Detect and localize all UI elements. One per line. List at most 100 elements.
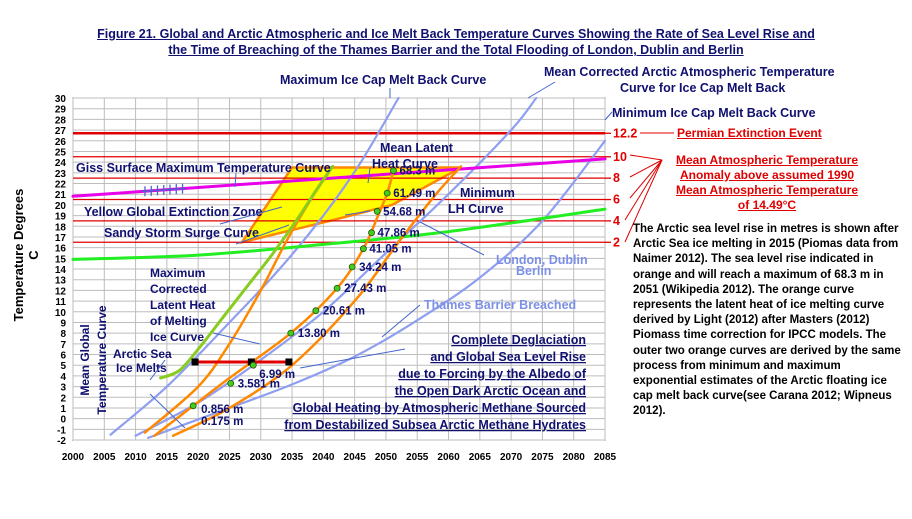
arctic-sea-ice-melts-curve bbox=[159, 164, 335, 380]
mean-global-temp-curve bbox=[71, 207, 607, 261]
annotation-leader-7 bbox=[149, 359, 166, 381]
annotation-26: the Open Dark Arctic Ocean and bbox=[395, 384, 586, 398]
annotation-15: Corrected bbox=[150, 282, 207, 296]
sea-level-label-2: 3.581 m bbox=[238, 378, 280, 390]
y-tick-6: 6 bbox=[60, 351, 66, 362]
annotation-7: Minimum bbox=[460, 186, 515, 200]
y-tick-2: 2 bbox=[60, 393, 66, 404]
sea-level-label-7: 34.24 m bbox=[359, 262, 401, 274]
y-tick-27: 27 bbox=[55, 126, 67, 137]
sea-level-label-3: 6.99 m bbox=[259, 369, 295, 381]
y-tick-30: 30 bbox=[55, 94, 67, 105]
leader-4 bbox=[624, 159, 663, 221]
annotation-leader-1 bbox=[527, 81, 556, 99]
y-tick-3: 3 bbox=[60, 383, 66, 394]
sea-level-point-7 bbox=[348, 263, 356, 271]
sea-level-point-3 bbox=[249, 361, 257, 369]
annotation-20: Temperature Curve bbox=[95, 305, 109, 414]
sea-level-points: 0.856 m0.175 m 3.581 m6.99 m 13.80 m 20.61 … bbox=[189, 166, 435, 428]
y-tick-19: 19 bbox=[55, 212, 67, 223]
x-tick-2035: 2035 bbox=[281, 452, 304, 463]
leader-2 bbox=[629, 159, 663, 178]
y-tick-29: 29 bbox=[55, 105, 67, 116]
annotation-13: Thames Barrier Breached bbox=[424, 298, 576, 312]
y-tick-4: 4 bbox=[60, 372, 66, 383]
sea-level-point-4 bbox=[287, 329, 295, 337]
y-tick-10: 10 bbox=[55, 308, 67, 319]
sea-level-label-0: 0.856 m bbox=[201, 404, 243, 416]
y-tick-24: 24 bbox=[55, 158, 67, 169]
curves bbox=[71, 96, 607, 439]
mean-corrected-arctic-curve bbox=[134, 96, 538, 437]
annotation-21: Arctic Sea bbox=[113, 347, 172, 361]
giss-curve bbox=[71, 157, 607, 198]
y-tick-7: 7 bbox=[60, 340, 66, 351]
y-tick-16: 16 bbox=[55, 244, 67, 255]
annotation-24: and Global Sea Level Rise bbox=[430, 350, 586, 364]
y-tick-13: 13 bbox=[55, 276, 67, 287]
x-tick-2080: 2080 bbox=[563, 452, 586, 463]
sea-level-label-8: 41.05 m bbox=[369, 244, 411, 256]
y-tick-28: 28 bbox=[55, 115, 67, 126]
x-tick-2025: 2025 bbox=[218, 452, 241, 463]
annotation-leader-11 bbox=[235, 224, 290, 245]
anomaly-label-line-2: Anomaly above assumed 1990 bbox=[679, 168, 855, 182]
red-line-label-3: 6 bbox=[613, 193, 620, 207]
annotation-9: Yellow Global Extinction Zone bbox=[84, 205, 263, 219]
y-tick-25: 25 bbox=[55, 147, 67, 158]
sea-level-label-11: 61.49 m bbox=[393, 188, 435, 200]
annotation-23: Complete Deglaciation bbox=[451, 333, 586, 347]
annotation-leader-9 bbox=[299, 348, 406, 369]
annotation-leader-4 bbox=[419, 221, 485, 256]
red-line-label-0: 12.2 bbox=[613, 126, 637, 140]
sea-level-label-5: 20.61 m bbox=[323, 306, 365, 318]
y-tick-26: 26 bbox=[55, 137, 67, 148]
y-tick-18: 18 bbox=[55, 222, 67, 233]
x-tick-2060: 2060 bbox=[437, 452, 460, 463]
y-tick-1: 1 bbox=[60, 404, 66, 415]
y-tick-9: 9 bbox=[60, 318, 66, 329]
sea-level-label-9: 47.86 m bbox=[378, 228, 420, 240]
y-tick-21: 21 bbox=[55, 190, 67, 201]
anomaly-label-line-4: of 14.49°C bbox=[737, 198, 797, 212]
annotation-28: from Destabilized Subsea Arctic Methane … bbox=[284, 418, 586, 432]
sea-level-label-10: 54.68 m bbox=[383, 206, 425, 218]
x-tick-2075: 2075 bbox=[531, 452, 554, 463]
x-tick-2070: 2070 bbox=[500, 452, 523, 463]
x-tick-2065: 2065 bbox=[469, 452, 492, 463]
x-tick-2030: 2030 bbox=[250, 452, 273, 463]
y-tick-14: 14 bbox=[55, 265, 67, 276]
figure-title-line-2: the Time of Breaching of the Thames Barr… bbox=[168, 43, 744, 57]
red-line-label-2: 8 bbox=[613, 171, 620, 185]
sea-level-point-8 bbox=[360, 245, 367, 253]
red-segment-layer bbox=[191, 358, 293, 366]
annotation-11: London, Dublin bbox=[496, 253, 588, 267]
sea-level-point-11 bbox=[383, 189, 391, 197]
annotation-10: Sandy Storm Surge Curve bbox=[104, 226, 259, 240]
annotation-17: of Melting bbox=[150, 314, 207, 328]
y-tick--1: -1 bbox=[57, 425, 66, 436]
annotation-12: Berlin bbox=[516, 264, 551, 278]
sea-level-label-4: 13.80 m bbox=[298, 328, 340, 340]
annotation-8: LH Curve bbox=[448, 202, 504, 216]
annotation-2: Curve for Ice Cap Melt Back bbox=[620, 81, 785, 95]
grid bbox=[72, 97, 606, 441]
red-segment-marker-1 bbox=[247, 358, 255, 366]
annotation-leader-2 bbox=[604, 111, 613, 121]
y-tick-15: 15 bbox=[55, 254, 67, 265]
y-tick-5: 5 bbox=[60, 361, 66, 372]
annotations: Maximum Ice Cap Melt Back Curve Mean Corr… bbox=[76, 65, 835, 432]
sea-level-point-0 bbox=[189, 402, 197, 410]
x-tick-2000: 2000 bbox=[62, 452, 85, 463]
sea-level-point-2 bbox=[227, 379, 235, 387]
sea-level-point-10 bbox=[373, 207, 381, 215]
sea-level-point-6 bbox=[333, 284, 341, 292]
annotation-19: Mean Global bbox=[78, 324, 92, 395]
min-lh-curve bbox=[171, 165, 463, 437]
permian-extinction-label: Permian Extinction Event bbox=[677, 126, 822, 140]
leader-5 bbox=[624, 159, 663, 243]
x-tick-2050: 2050 bbox=[375, 452, 398, 463]
annotation-18: Ice Curve bbox=[150, 330, 204, 344]
x-tick-2005: 2005 bbox=[93, 452, 116, 463]
